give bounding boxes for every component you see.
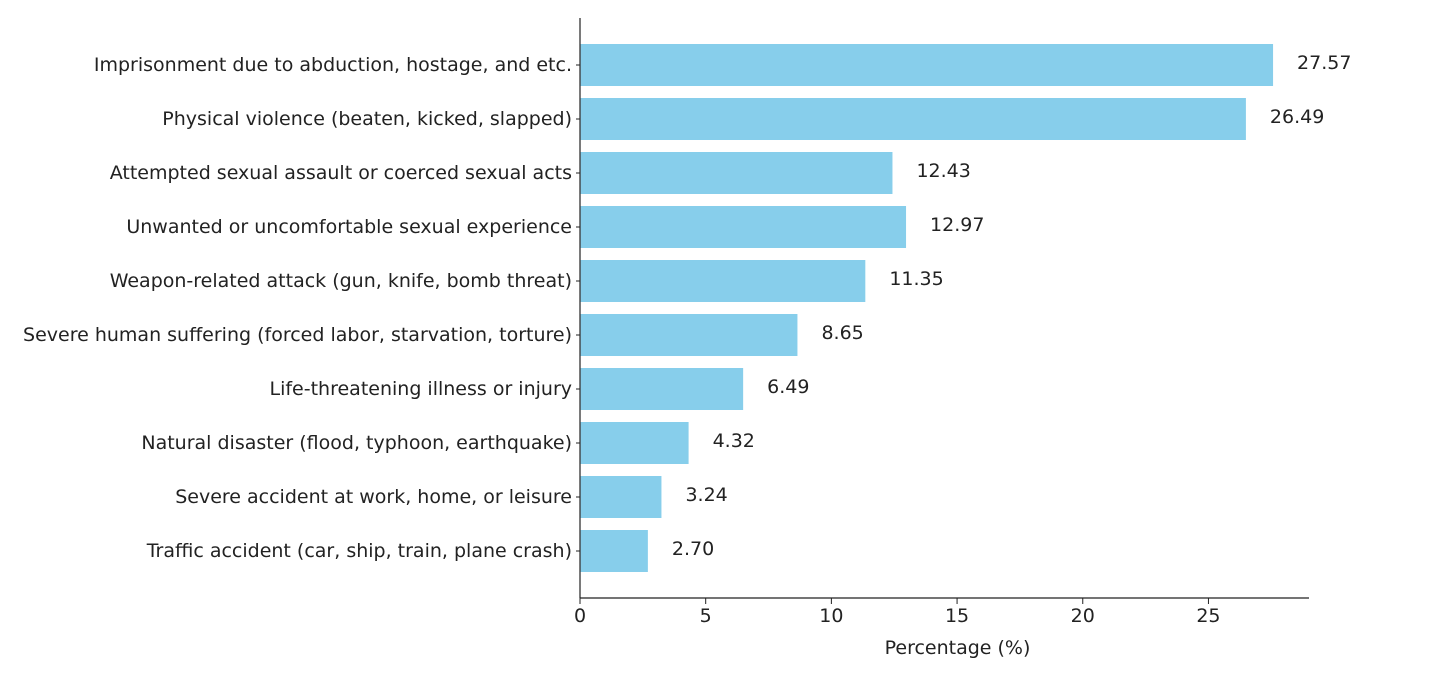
- category-label: Physical violence (beaten, kicked, slapp…: [162, 108, 572, 130]
- axes-group: [579, 18, 1309, 599]
- bar: [580, 152, 893, 194]
- value-label: 27.57: [1297, 52, 1351, 74]
- x-tick-label: 15: [945, 605, 969, 627]
- value-label: 3.24: [685, 484, 727, 506]
- x-tick-label: 25: [1196, 605, 1220, 627]
- bar: [580, 44, 1274, 86]
- category-label: Natural disaster (flood, typhoon, earthq…: [141, 432, 572, 454]
- value-label: 2.70: [672, 538, 714, 560]
- value-label: 8.65: [821, 322, 863, 344]
- value-label: 6.49: [767, 376, 809, 398]
- category-label: Attempted sexual assault or coerced sexu…: [110, 162, 572, 184]
- category-label: Unwanted or uncomfortable sexual experie…: [126, 216, 572, 238]
- bars-group: [580, 44, 1274, 572]
- category-labels-group: Imprisonment due to abduction, hostage, …: [23, 54, 580, 562]
- bar: [580, 260, 866, 302]
- bar: [580, 476, 662, 518]
- category-label: Life-threatening illness or injury: [270, 378, 573, 400]
- x-tick-label: 10: [819, 605, 843, 627]
- bar: [580, 206, 907, 248]
- value-label: 11.35: [889, 268, 943, 290]
- category-label: Traffic accident (car, ship, train, plan…: [146, 540, 572, 562]
- bar: [580, 530, 648, 572]
- value-label: 26.49: [1270, 106, 1324, 128]
- x-tick-label: 0: [574, 605, 586, 627]
- category-label: Severe accident at work, home, or leisur…: [175, 486, 572, 508]
- category-label: Imprisonment due to abduction, hostage, …: [94, 54, 572, 76]
- bar: [580, 98, 1246, 140]
- value-labels-group: 27.57 26.49 12.43 12.97 11.35 8.65 6.49 4.32 3.2…: [672, 52, 1352, 560]
- bar: [580, 314, 798, 356]
- x-tick-label: 5: [700, 605, 712, 627]
- category-label: Severe human suffering (forced labor, st…: [23, 324, 572, 346]
- x-tick-label: 20: [1071, 605, 1095, 627]
- bar: [580, 422, 689, 464]
- x-ticks-group: 0 5 10 15 20 25: [574, 598, 1221, 627]
- category-label: Weapon-related attack (gun, knife, bomb …: [110, 270, 572, 292]
- value-label: 12.97: [930, 214, 984, 236]
- value-label: 4.32: [713, 430, 755, 452]
- value-label: 12.43: [916, 160, 970, 182]
- bar: [580, 368, 744, 410]
- x-axis-title: Percentage (%): [885, 637, 1031, 659]
